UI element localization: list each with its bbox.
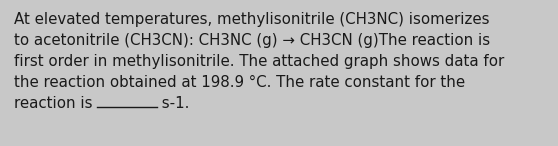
Text: to acetonitrile (CH3CN): CH3NC (g) → CH3CN (g)The reaction is: to acetonitrile (CH3CN): CH3NC (g) → CH3… [14, 33, 490, 48]
Text: first order in methylisonitrile. The attached graph shows data for: first order in methylisonitrile. The att… [14, 54, 504, 69]
Text: At elevated temperatures, methylisonitrile (CH3NC) isomerizes: At elevated temperatures, methylisonitri… [14, 12, 489, 27]
Text: the reaction obtained at 198.9 °C. The rate constant for the: the reaction obtained at 198.9 °C. The r… [14, 75, 465, 90]
Text: s-1.: s-1. [157, 96, 190, 111]
Text: reaction is: reaction is [14, 96, 97, 111]
Text: ________: ________ [97, 96, 157, 111]
